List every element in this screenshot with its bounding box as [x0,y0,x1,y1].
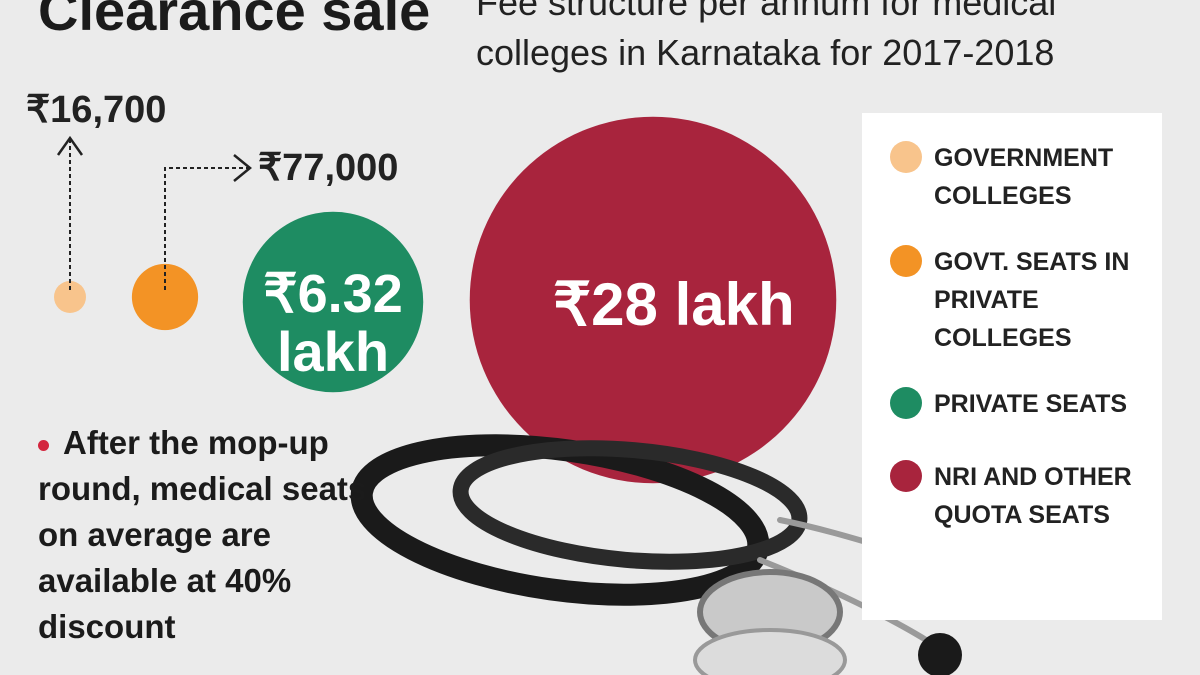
bubble [131,263,199,331]
value-label: ₹77,000 [258,147,399,189]
legend-swatch [890,387,922,419]
legend-label: NRI AND OTHER QUOTA SEATS [934,463,1132,529]
bubble [53,280,87,314]
bubble [469,116,837,484]
bubble [242,211,424,393]
arrow-head [56,135,84,156]
value-label: ₹28 lakh [553,271,795,338]
legend: GOVERNMENT COLLEGES GOVT. SEATS IN PRIVAT… [862,113,1162,620]
value-label: ₹6.32 lakh [263,264,403,383]
arrow [164,167,248,290]
value-label: ₹16,700 [26,89,167,131]
legend-swatch [890,460,922,492]
note: After the mop-up round, medical seats on… [38,420,378,650]
title: Clearance sale [38,0,431,42]
legend-label: GOVERNMENT COLLEGES [934,144,1114,210]
subtitle: Fee structure per annum for medical coll… [476,0,1057,73]
arrow-head [233,154,252,182]
legend-swatch [890,245,922,277]
legend-label: GOVT. SEATS IN PRIVATE COLLEGES [934,248,1130,352]
legend-swatch [890,141,922,173]
legend-label: PRIVATE SEATS [934,390,1128,418]
